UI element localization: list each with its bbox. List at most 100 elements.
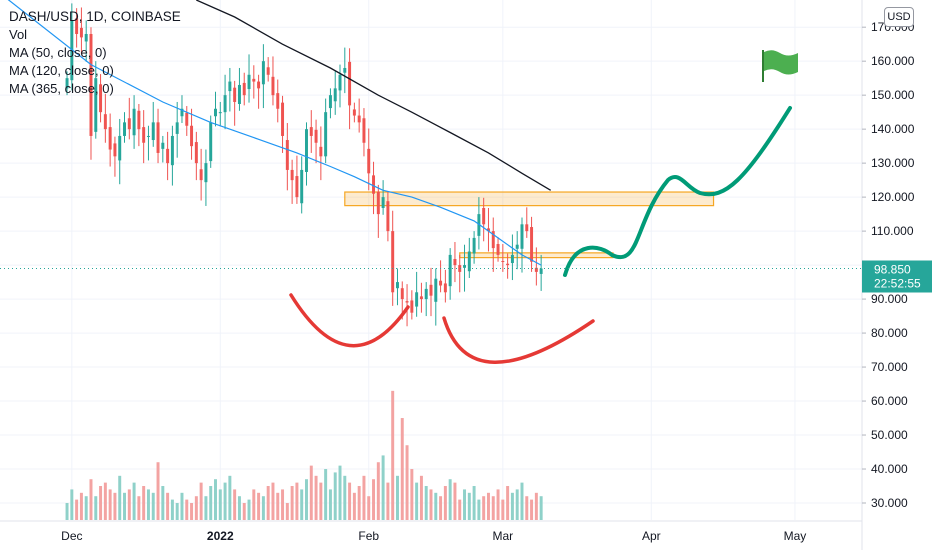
volume-bar <box>319 482 323 520</box>
candle-body <box>180 108 184 117</box>
volume-bar <box>328 489 332 520</box>
currency-button[interactable]: USD <box>884 7 914 27</box>
volume-bar <box>381 455 385 520</box>
volume-bar <box>233 489 237 520</box>
legend: DASH/USD, 1D, COINBASE Vol MA (50, close… <box>9 8 181 98</box>
volume-bar <box>257 492 261 520</box>
candle-body <box>472 237 476 254</box>
volume-bar <box>453 482 457 520</box>
candle-body <box>228 81 232 92</box>
candle-body <box>448 254 452 287</box>
resistance-zone <box>344 191 715 207</box>
volume-bar <box>108 489 112 520</box>
candle-body <box>295 176 299 198</box>
candle-body <box>391 231 395 293</box>
volume-bar <box>209 486 213 520</box>
projection-arrow <box>563 106 792 277</box>
candle-body <box>496 244 500 255</box>
candle-body <box>257 81 261 89</box>
candle-body <box>309 127 313 136</box>
candle-body <box>338 74 342 91</box>
volume-bar <box>113 492 117 520</box>
volume-bar <box>309 465 313 520</box>
candle-body <box>218 112 222 114</box>
y-tick-label: 110.000 <box>871 224 914 238</box>
volume-bar <box>180 492 184 520</box>
price-tag-countdown: 22:52:55 <box>874 276 921 290</box>
volume-bar <box>65 503 69 520</box>
volume-bar <box>338 465 342 520</box>
volume-bar <box>285 503 289 520</box>
volume-bar <box>247 499 251 520</box>
legend-item-ma50[interactable]: MA (50, close, 0) <box>9 45 107 60</box>
legend-item-ma365[interactable]: MA (365, close, 0) <box>9 81 114 96</box>
candle-body <box>410 300 414 313</box>
x-tick-label: 2022 <box>207 529 234 543</box>
volume-bar <box>281 489 285 520</box>
candle-body <box>233 87 237 102</box>
candle-body <box>199 169 203 181</box>
volume-bar <box>534 492 538 520</box>
candle-body <box>300 169 304 204</box>
candle-body <box>372 175 376 194</box>
volume-bar <box>118 475 122 520</box>
volume-bar <box>84 496 88 520</box>
volume-bar <box>391 390 395 520</box>
candle-body <box>281 102 285 136</box>
volume-bar <box>362 475 366 520</box>
drawings <box>289 50 798 364</box>
volume-bar <box>151 492 155 520</box>
volume-bar <box>510 492 514 520</box>
volume-bar <box>214 479 217 520</box>
candle-body <box>362 118 366 143</box>
candle-body <box>113 143 117 157</box>
candle-body <box>237 84 241 104</box>
volume-bar <box>261 496 265 520</box>
candle-body <box>319 146 323 157</box>
legend-item-vol[interactable]: Vol <box>9 27 28 42</box>
volume-bar <box>400 418 404 520</box>
volume-bar <box>146 489 150 520</box>
candle-body <box>146 135 150 137</box>
price-tag-bg <box>862 260 932 293</box>
price-tag-value: 98.850 <box>874 262 911 276</box>
candle-body <box>166 148 170 164</box>
symbol-title[interactable]: DASH/USD, 1D, COINBASE <box>9 9 181 24</box>
volume-bars <box>65 390 543 520</box>
candle-body <box>467 251 471 272</box>
candle-body <box>127 118 131 130</box>
volume-bar <box>367 496 371 520</box>
candle-body <box>501 261 505 263</box>
volume-bar <box>352 492 356 520</box>
candle-body <box>367 148 371 174</box>
legend-item-ma120[interactable]: MA (120, close, 0) <box>9 63 114 78</box>
x-tick-label: Mar <box>492 529 513 543</box>
resistance-zones <box>344 191 715 259</box>
volume-bar <box>501 499 505 520</box>
volume-bar <box>467 492 471 520</box>
candle-body <box>190 125 194 147</box>
volume-bar <box>434 492 438 520</box>
volume-bar <box>218 489 222 520</box>
candle-body <box>137 110 141 130</box>
volume-bar <box>376 462 380 520</box>
volume-bar <box>482 496 486 520</box>
candle-body <box>324 112 328 157</box>
volume-bar <box>324 469 328 520</box>
candle-body <box>89 33 93 136</box>
volume-bar <box>410 469 414 520</box>
volume-bar <box>439 496 443 520</box>
candle-body <box>415 292 419 307</box>
volume-bar <box>137 496 141 520</box>
candle-body <box>242 82 246 96</box>
volume-bar <box>252 489 256 520</box>
y-tick-label: 50.000 <box>871 428 908 442</box>
y-tick-label: 150.000 <box>871 88 915 102</box>
candle-body <box>99 84 103 113</box>
volume-bar <box>79 492 83 520</box>
volume-bar <box>94 496 98 520</box>
candle-body <box>453 258 457 266</box>
